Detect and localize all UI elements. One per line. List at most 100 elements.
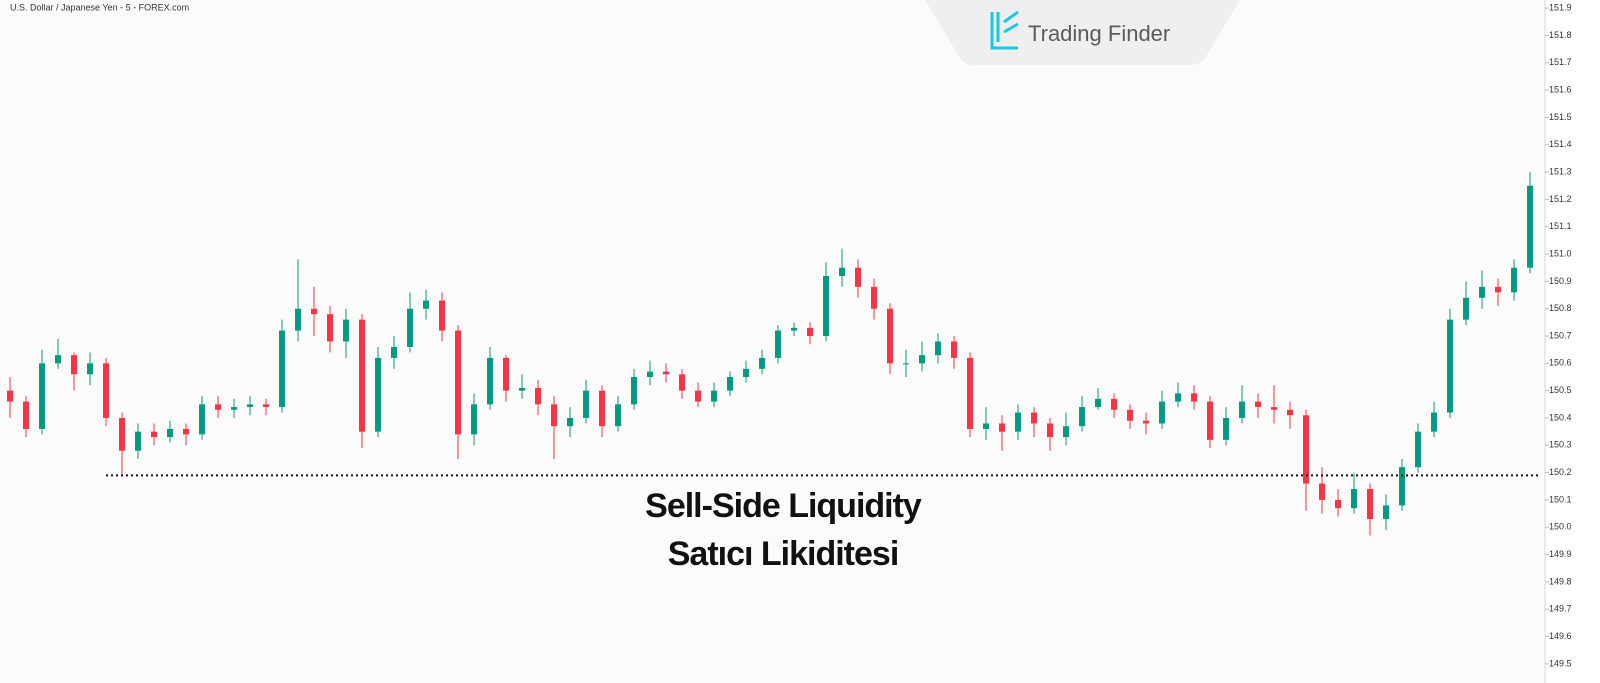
candle-body xyxy=(1015,412,1021,432)
y-tick-label: 150.8 xyxy=(1549,303,1572,313)
candle-body xyxy=(1031,412,1037,424)
candle-body xyxy=(455,330,461,435)
candle-body xyxy=(727,377,733,391)
candle-body xyxy=(151,431,157,438)
y-tick-label: 150.4 xyxy=(1549,412,1572,422)
plot-background xyxy=(0,0,1545,683)
candle-body xyxy=(695,390,701,402)
candle-body xyxy=(711,390,717,402)
candles xyxy=(7,172,1541,536)
candle-body xyxy=(775,330,781,358)
candle-body xyxy=(743,368,749,378)
candle-body xyxy=(535,387,541,405)
y-tick-label: 150.5 xyxy=(1549,385,1572,395)
candle-body xyxy=(183,428,189,435)
candle-body xyxy=(1399,467,1405,506)
y-tick-label: 151.1 xyxy=(1549,221,1572,231)
candle-body xyxy=(39,363,45,429)
candle-body xyxy=(1175,393,1181,402)
y-tick-label: 151.9 xyxy=(1549,3,1572,13)
candle-body xyxy=(1383,505,1389,520)
candle-body xyxy=(1335,499,1341,509)
candle-body xyxy=(759,357,765,369)
candle-body xyxy=(263,404,269,408)
candle-body xyxy=(583,390,589,418)
candle-body xyxy=(1239,401,1245,418)
y-tick-label: 149.8 xyxy=(1549,576,1572,586)
y-tick-label: 150.9 xyxy=(1549,276,1572,286)
y-tick-label: 151.5 xyxy=(1549,112,1572,122)
candle-body xyxy=(71,355,77,375)
candle-body xyxy=(1143,420,1149,424)
candle-body xyxy=(1207,401,1213,440)
candle-body xyxy=(1095,398,1101,408)
candle-body xyxy=(311,308,317,315)
candle-body xyxy=(839,267,845,276)
candle-body xyxy=(199,404,205,435)
candle-body xyxy=(375,357,381,432)
candle-body xyxy=(1063,426,1069,438)
candle-body xyxy=(647,371,653,378)
candle-body xyxy=(1271,407,1277,410)
y-tick-label: 151.8 xyxy=(1549,30,1572,40)
candle-body xyxy=(1079,407,1085,427)
candle-body xyxy=(679,374,685,391)
candle-body xyxy=(663,371,669,375)
candle-body xyxy=(391,346,397,358)
candle-body xyxy=(871,286,877,309)
candle-body xyxy=(1463,297,1469,320)
y-tick-label: 149.7 xyxy=(1549,604,1572,614)
candle-body xyxy=(823,275,829,337)
y-tick-label: 151.0 xyxy=(1549,248,1572,258)
logo-text: Trading Finder xyxy=(1028,21,1170,46)
candle-body xyxy=(935,341,941,356)
candle-body xyxy=(903,363,909,365)
candle-body xyxy=(359,319,365,432)
candle-body xyxy=(1111,398,1117,410)
chart-title: U.S. Dollar / Japanese Yen - 5 - FOREX.c… xyxy=(10,2,189,12)
candle-body xyxy=(1303,415,1309,484)
candle-body xyxy=(1159,401,1165,424)
annotation: Sell-Side Liquidity xyxy=(645,487,922,525)
candle-body xyxy=(295,308,301,331)
candle-body xyxy=(1223,417,1229,440)
candle-body xyxy=(87,363,93,375)
candle-body xyxy=(407,308,413,347)
candle-body xyxy=(343,319,349,342)
y-tick-label: 150.1 xyxy=(1549,494,1572,504)
candle-body xyxy=(471,404,477,435)
y-tick-label: 151.3 xyxy=(1549,166,1572,176)
y-tick-label: 150.3 xyxy=(1549,440,1572,450)
candle-body xyxy=(1047,423,1053,438)
candle-body xyxy=(1287,409,1293,416)
candle-body xyxy=(103,363,109,418)
candle-body xyxy=(231,407,237,410)
y-tick-label: 151.4 xyxy=(1549,139,1572,149)
candle-body xyxy=(439,300,445,331)
candle-body xyxy=(279,330,285,408)
candle-body xyxy=(1319,483,1325,500)
y-tick-label: 151.7 xyxy=(1549,57,1572,67)
candle-body xyxy=(615,404,621,427)
y-tick-label: 149.9 xyxy=(1549,549,1572,559)
candle-body xyxy=(1511,267,1517,293)
candle-body xyxy=(503,357,509,391)
candle-body xyxy=(1367,489,1373,520)
candle-body xyxy=(1415,431,1421,468)
candle-body xyxy=(1127,409,1133,421)
candle-body xyxy=(167,428,173,438)
candle-body xyxy=(1351,489,1357,509)
candle-body xyxy=(119,417,125,451)
y-tick-label: 149.6 xyxy=(1549,631,1572,641)
candle-body xyxy=(1255,401,1261,408)
candle-body xyxy=(807,327,813,337)
candle-body xyxy=(951,341,957,358)
candle-body xyxy=(631,377,637,405)
logo-icon xyxy=(990,10,1019,50)
candle-body xyxy=(1431,412,1437,432)
candle-body xyxy=(551,404,557,427)
candle-body xyxy=(487,357,493,405)
candle-body xyxy=(1479,286,1485,298)
candle-body xyxy=(423,300,429,309)
